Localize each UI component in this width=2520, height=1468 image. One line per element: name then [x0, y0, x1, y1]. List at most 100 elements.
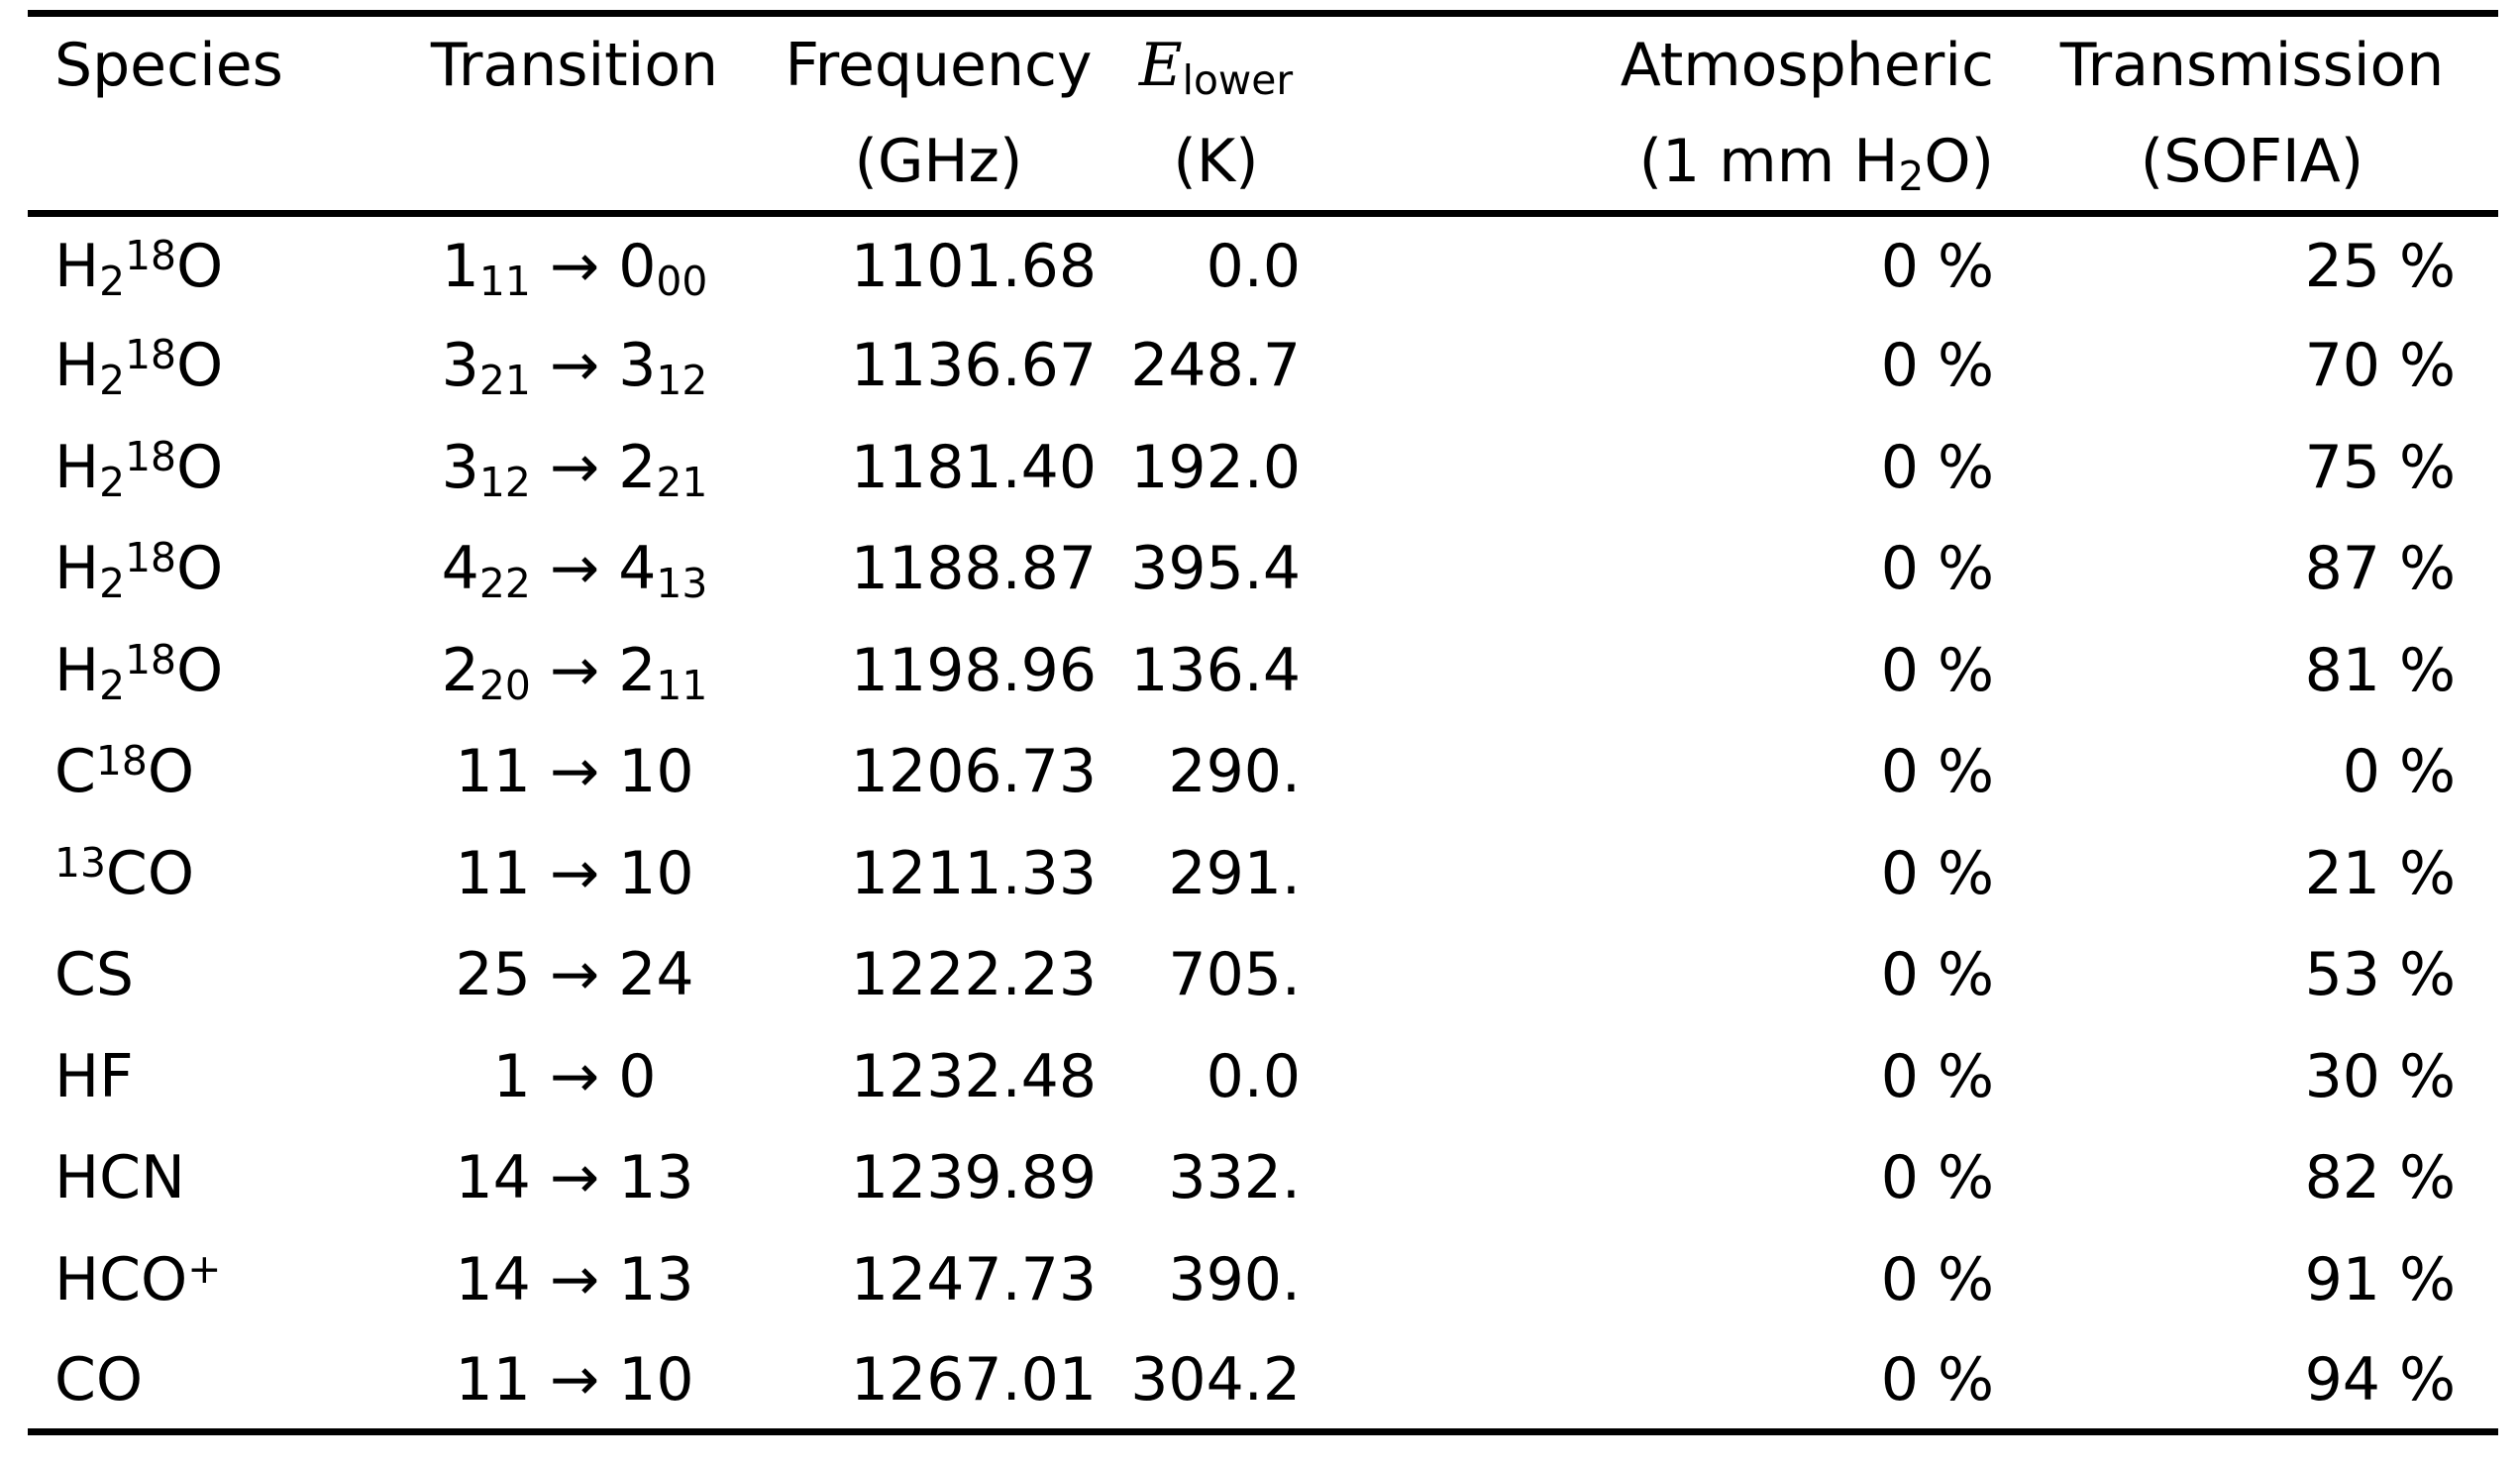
cell-sofia: 75 %	[2304, 432, 2456, 502]
table-row: H218O 312 → 221 1181.40 192.0 0 % 75 %	[28, 417, 2498, 519]
header-species-line2	[28, 113, 386, 217]
cell-species: CO	[54, 1344, 144, 1415]
supscript: 18	[125, 534, 177, 582]
cell-frequency: 1101.68	[850, 231, 1097, 301]
subscript: 2	[99, 357, 126, 405]
cell-sofia: 82 %	[2304, 1143, 2456, 1213]
cell-species: CS	[54, 940, 134, 1010]
cell-frequency: 1198.96	[850, 635, 1097, 705]
cell-atm: 0 %	[1880, 635, 1994, 705]
cell-atm: 0 %	[1880, 1143, 1994, 1213]
cell-e_lower: 192.0	[1130, 432, 1301, 502]
table-row: C18O 11 → 10 1206.73 290. 0 % 0 %	[28, 721, 2498, 823]
cell-sofia: 70 %	[2304, 331, 2456, 401]
cell-frequency: 1211.33	[850, 838, 1097, 908]
header-frequency-line2: (GHz)	[763, 113, 1114, 217]
cell-transition: 422 → 413	[441, 534, 708, 608]
cell-transition: 1 → 0	[492, 1041, 657, 1111]
cell-sofia: 53 %	[2304, 940, 2456, 1010]
subscript: 20	[478, 661, 531, 709]
cell-e_lower: 0.0	[1206, 231, 1301, 301]
cell-species: HCO+	[54, 1244, 222, 1314]
cell-frequency: 1188.87	[850, 534, 1097, 604]
cell-atm: 0 %	[1880, 231, 1994, 301]
header-sofia-line1: Transmission	[2059, 30, 2445, 100]
cell-frequency: 1232.48	[850, 1041, 1097, 1111]
header-atm-line2: (1 mm H2O)	[1317, 113, 2006, 217]
header-sofia-line2: (SOFIA)	[2006, 113, 2498, 217]
cell-transition: 111 → 000	[441, 231, 708, 305]
cell-transition: 11 → 10	[455, 838, 694, 908]
subscript: lower	[1182, 55, 1294, 104]
cell-frequency: 1181.40	[850, 432, 1097, 502]
cell-e_lower: 332.	[1168, 1143, 1301, 1213]
table-row: HCO+ 14 → 13 1247.73 390. 0 % 91 %	[28, 1229, 2498, 1331]
table-row: CS 25 → 24 1222.23 705. 0 % 53 %	[28, 924, 2498, 1026]
cell-e_lower: 705.	[1168, 940, 1301, 1010]
cell-species: HCN	[54, 1143, 185, 1213]
subscript: 2	[99, 257, 126, 305]
cell-species: H218O	[54, 331, 224, 405]
cell-atm: 0 %	[1880, 432, 1994, 502]
cell-sofia: 94 %	[2304, 1344, 2456, 1415]
table-body: H218O 111 → 000 1101.68 0.0 0 % 25 % H218O 321 …	[28, 214, 2498, 1432]
subscript: 21	[478, 357, 531, 405]
cell-atm: 0 %	[1880, 1244, 1994, 1314]
cell-sofia: 91 %	[2304, 1244, 2456, 1314]
cell-e_lower: 136.4	[1130, 635, 1301, 705]
header-e_lower-line2: (K)	[1114, 113, 1317, 217]
table-row: CO 11 → 10 1267.01 304.2 0 % 94 %	[28, 1330, 2498, 1432]
cell-species: 13CO	[54, 838, 195, 908]
cell-frequency: 1267.01	[850, 1344, 1097, 1415]
cell-e_lower: 395.4	[1130, 534, 1301, 604]
cell-sofia: 21 %	[2304, 838, 2456, 908]
cell-atm: 0 %	[1880, 1041, 1994, 1111]
cell-atm: 0 %	[1880, 1344, 1994, 1415]
cell-transition: 14 → 13	[455, 1244, 694, 1314]
header-transition-line2	[386, 113, 763, 217]
spectral-lines-table: Species Transition Frequency Elower Atmosphe…	[28, 10, 2498, 1435]
cell-transition: 25 → 24	[455, 940, 694, 1010]
cell-transition: 14 → 13	[455, 1143, 694, 1213]
supscript: 18	[125, 635, 177, 683]
supscript: +	[187, 1244, 222, 1293]
header-transition-line1: Transition	[430, 30, 719, 100]
cell-frequency: 1136.67	[850, 331, 1097, 401]
cell-e_lower: 290.	[1168, 737, 1301, 807]
subscript: 2	[99, 458, 126, 506]
supscript: 18	[95, 737, 148, 786]
cell-atm: 0 %	[1880, 838, 1994, 908]
subscript: 11	[656, 661, 708, 709]
supscript: 13	[54, 838, 106, 887]
table-row: HCN 14 → 13 1239.89 332. 0 % 82 %	[28, 1127, 2498, 1229]
cell-sofia: 0 %	[2342, 737, 2456, 807]
cell-e_lower: 0.0	[1206, 1041, 1301, 1111]
cell-species: H218O	[54, 635, 224, 709]
cell-frequency: 1206.73	[850, 737, 1097, 807]
subscript: 22	[478, 560, 531, 608]
header-atm-line1: Atmospheric	[1620, 30, 1994, 100]
cell-sofia: 30 %	[2304, 1041, 2456, 1111]
table-header: Species Transition Frequency Elower Atmosphe…	[28, 14, 2498, 217]
cell-frequency: 1247.73	[850, 1244, 1097, 1314]
cell-species: C18O	[54, 737, 195, 807]
cell-atm: 0 %	[1880, 534, 1994, 604]
table-row: HF 1 → 0 1232.48 0.0 0 % 30 %	[28, 1026, 2498, 1128]
cell-atm: 0 %	[1880, 331, 1994, 401]
subscript: 2	[99, 661, 126, 709]
cell-sofia: 87 %	[2304, 534, 2456, 604]
subscript: 11	[478, 257, 531, 305]
subscript: 13	[656, 560, 708, 608]
cell-transition: 220 → 211	[441, 635, 708, 709]
header-row-2: (GHz) (K) (1 mm H2O) (SOFIA)	[28, 113, 2498, 217]
table-row: H218O 220 → 211 1198.96 136.4 0 % 81 %	[28, 620, 2498, 722]
supscript: 18	[125, 432, 177, 480]
cell-transition: 312 → 221	[441, 432, 708, 506]
supscript: 18	[125, 231, 177, 279]
supscript: 18	[125, 331, 177, 379]
cell-e_lower: 390.	[1168, 1244, 1301, 1314]
cell-species: H218O	[54, 231, 224, 305]
header-species-line1: Species	[54, 30, 283, 100]
header-e_lower-line1: Elower	[1114, 14, 1317, 114]
subscript: 2	[99, 560, 126, 608]
